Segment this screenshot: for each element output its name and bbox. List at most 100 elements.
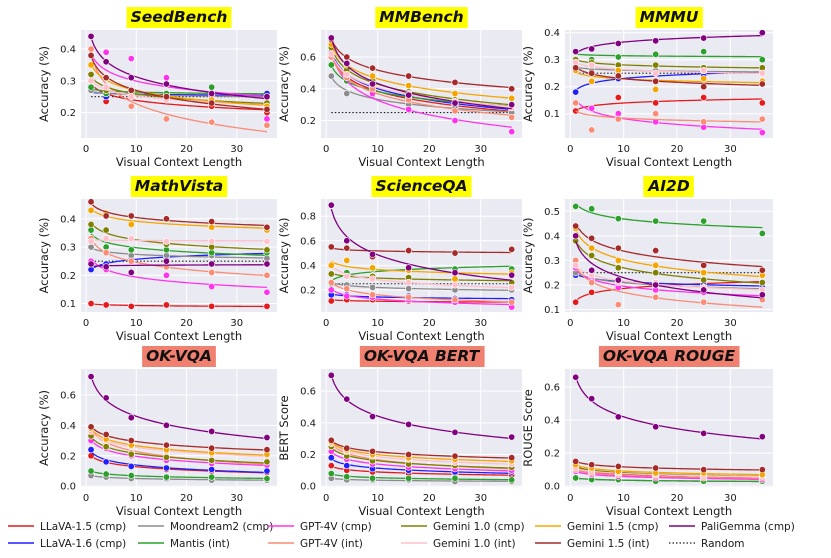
point-paligemma xyxy=(572,48,580,56)
point-gpt4v_int xyxy=(263,121,271,129)
point-gem10_cmp xyxy=(102,226,110,234)
point-gpt4v_int xyxy=(405,293,413,301)
fit-line-gpt4v_cmp xyxy=(575,470,763,480)
point-llava16 xyxy=(162,464,170,472)
fit-line-paligemma xyxy=(90,376,268,440)
y-tick-label: 0.5 xyxy=(544,207,560,218)
point-gem15_int xyxy=(208,99,216,107)
y-axis-label: ROUGE Score xyxy=(521,389,535,467)
point-gem10_int xyxy=(758,69,766,77)
point-gem15_int xyxy=(87,51,95,59)
fit-line-gem10_int xyxy=(330,53,512,108)
point-gem15_int xyxy=(588,461,596,469)
x-axis-label: Visual Context Length xyxy=(116,329,242,343)
point-paligemma xyxy=(508,101,516,109)
point-gpt4v_int xyxy=(652,293,660,301)
x-tick-label: 0 xyxy=(83,144,89,155)
fit-line-gem15_int xyxy=(575,460,763,471)
title-background xyxy=(126,7,232,28)
x-tick-label: 30 xyxy=(230,144,243,155)
fit-line-mantis xyxy=(330,265,512,282)
point-paligemma xyxy=(87,373,95,381)
point-gpt4v_cmp xyxy=(162,271,170,279)
point-paligemma xyxy=(343,59,351,67)
point-gem15_int xyxy=(102,212,110,220)
x-tick-label: 30 xyxy=(474,318,487,329)
point-gpt4v_cmp xyxy=(208,283,216,291)
x-tick-label: 10 xyxy=(617,144,630,155)
point-gem15_int xyxy=(343,444,351,452)
point-paligemma xyxy=(758,291,766,299)
fit-line-mantis xyxy=(575,477,763,483)
plot-background xyxy=(321,199,522,312)
title-background xyxy=(130,176,228,197)
point-gem10_int xyxy=(87,237,95,245)
x-tick-label: 30 xyxy=(474,493,487,504)
panel-seedbench: 0 10 20 30 0.2 0.3 0.4 Visual Context Length Acc… xyxy=(37,7,277,169)
point-paligemma xyxy=(614,413,622,421)
point-mantis xyxy=(572,474,580,482)
fit-line-llava15 xyxy=(331,465,512,476)
point-gem15_cmp xyxy=(127,220,135,228)
point-gem15_int xyxy=(700,466,708,474)
point-mantis xyxy=(652,50,660,58)
point-gem15_int xyxy=(162,441,170,449)
point-mantis xyxy=(588,205,596,213)
point-gem10_int xyxy=(700,67,708,75)
point-gem10_cmp xyxy=(327,270,335,278)
point-gem15_int xyxy=(208,444,216,452)
point-gem10_int xyxy=(263,237,271,245)
x-tick-label: 10 xyxy=(617,318,630,329)
point-gem15_int xyxy=(614,72,622,80)
panel-ok-vqa-rouge: 0 10 20 30 0.0 0.2 0.4 0.6 Visual Context Length… xyxy=(521,346,773,518)
fit-line-paligemma xyxy=(330,375,512,440)
y-tick-label: 0.0 xyxy=(60,482,76,493)
point-gem15_int xyxy=(758,80,766,88)
fit-line-gem10_int xyxy=(575,265,763,291)
title-background xyxy=(359,346,485,367)
point-gem15_int xyxy=(102,430,110,438)
point-gem10_cmp xyxy=(102,443,110,451)
fit-line-paligemma xyxy=(575,241,763,299)
fit-line-paligemma xyxy=(330,38,512,110)
y-tick-label: 0.2 xyxy=(300,285,316,296)
plot-area xyxy=(327,34,516,136)
plot-area xyxy=(327,371,516,485)
x-tick-label: 10 xyxy=(371,144,384,155)
y-tick-label: 0.1 xyxy=(60,299,76,310)
point-gpt4v_int xyxy=(451,296,459,304)
point-gem10_int xyxy=(102,235,110,243)
point-gpt4v_int xyxy=(102,249,110,257)
fit-line-paligemma xyxy=(575,376,763,440)
point-gem10_int xyxy=(208,237,216,245)
point-mantis xyxy=(572,202,580,210)
point-llava16 xyxy=(572,88,580,96)
panel-mmbench: 0 10 20 30 0.2 0.4 0.6 Visual Context Length Acc… xyxy=(277,7,522,169)
x-axis-label: Visual Context Length xyxy=(116,504,242,518)
point-gem15_int xyxy=(614,462,622,470)
point-mantis xyxy=(208,473,216,481)
x-axis-label: Visual Context Length xyxy=(358,155,484,169)
point-gpt4v_int xyxy=(162,115,170,123)
point-llava15 xyxy=(572,107,580,115)
panel-ai2d: 0 10 20 30 0.1 0.2 0.3 0.4 0.5 Visual Context Len… xyxy=(521,176,773,343)
point-moondream xyxy=(343,90,351,98)
point-llava15 xyxy=(700,94,708,102)
point-paligemma xyxy=(208,260,216,268)
legend-label-llava16: LLaVA-1.6 (cmp) xyxy=(40,538,126,550)
point-llava16 xyxy=(208,465,216,473)
point-llava16 xyxy=(127,462,135,470)
point-paligemma xyxy=(102,394,110,402)
point-gem15_int xyxy=(102,74,110,82)
point-gem10_cmp xyxy=(87,220,95,228)
fit-line-gem10_cmp xyxy=(575,239,763,284)
point-gem15_int xyxy=(327,436,335,444)
y-tick-label: 0.6 xyxy=(300,387,316,398)
point-gpt4v_int xyxy=(700,118,708,126)
fit-line-gpt4v_int xyxy=(330,281,512,303)
point-gpt4v_int xyxy=(208,268,216,276)
point-paligemma xyxy=(369,80,377,88)
y-tick-label: 0.4 xyxy=(300,261,316,272)
point-paligemma xyxy=(614,276,622,284)
point-gem10_int xyxy=(87,77,95,85)
